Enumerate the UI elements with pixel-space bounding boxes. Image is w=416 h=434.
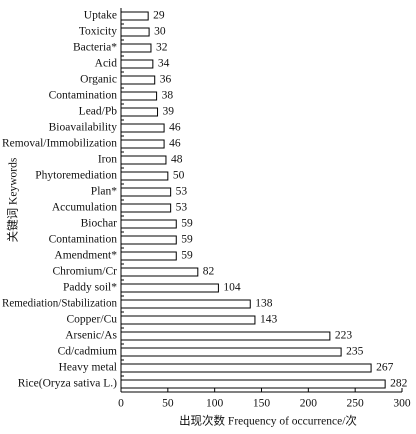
y-tick-label: Bioavailability bbox=[49, 122, 118, 134]
x-tick-label: 200 bbox=[300, 398, 318, 410]
value-label: 32 bbox=[156, 42, 168, 54]
y-tick-label: Organic bbox=[80, 74, 117, 86]
x-tick-label: 250 bbox=[347, 398, 365, 410]
bar bbox=[120, 331, 331, 341]
value-label: 235 bbox=[346, 346, 364, 358]
x-axis-title: 出现次数 Frequency of occurrence/次 bbox=[179, 414, 357, 428]
value-label: 53 bbox=[176, 202, 188, 214]
y-tick-label: Plan* bbox=[91, 186, 117, 198]
y-tick-label: Contamination bbox=[49, 234, 118, 246]
value-label: 30 bbox=[154, 26, 166, 38]
bar bbox=[120, 379, 386, 389]
value-label: 267 bbox=[376, 362, 394, 374]
bar bbox=[120, 347, 342, 357]
y-tick-label: Cd/cadmium bbox=[58, 346, 117, 358]
y-tick-label: Biochar bbox=[81, 218, 118, 230]
y-tick-label: Paddy soil* bbox=[63, 282, 117, 294]
value-label: 46 bbox=[169, 138, 181, 150]
y-tick-label: Chromium/Cr bbox=[52, 266, 117, 278]
value-label: 29 bbox=[153, 10, 165, 22]
bar bbox=[120, 171, 169, 181]
bar bbox=[120, 283, 219, 293]
y-tick-label: Heavy metal bbox=[59, 362, 117, 374]
bar bbox=[120, 315, 256, 325]
value-label: 50 bbox=[173, 170, 185, 182]
y-tick-label: Phytoremediation bbox=[35, 170, 117, 182]
x-tick-label: 50 bbox=[162, 398, 174, 410]
x-tick-label: 150 bbox=[253, 398, 271, 410]
y-tick-label: Lead/Pb bbox=[79, 106, 118, 118]
value-label: 82 bbox=[203, 266, 215, 278]
value-label: 138 bbox=[255, 298, 273, 310]
y-tick-label: Contamination bbox=[49, 90, 118, 102]
value-label: 46 bbox=[169, 122, 181, 134]
y-tick-label: Acid bbox=[95, 58, 118, 70]
bar bbox=[120, 91, 158, 101]
bar bbox=[120, 11, 149, 21]
y-tick-label: Amendment* bbox=[54, 250, 117, 262]
bar bbox=[120, 107, 159, 117]
bar bbox=[120, 203, 172, 213]
y-tick-label: Removal/Immobilization bbox=[2, 138, 117, 150]
value-label: 53 bbox=[176, 186, 188, 198]
bar bbox=[120, 363, 372, 373]
value-label: 39 bbox=[163, 106, 175, 118]
value-label: 59 bbox=[181, 234, 193, 246]
y-tick-label: Remediation/Stabilization bbox=[2, 298, 117, 310]
value-label: 143 bbox=[260, 314, 278, 326]
bar bbox=[120, 75, 156, 85]
value-label: 104 bbox=[223, 282, 241, 294]
y-tick-label: Accumulation bbox=[52, 202, 117, 214]
y-tick-label: Copper/Cu bbox=[67, 314, 118, 326]
bar bbox=[120, 123, 165, 133]
value-label: 48 bbox=[171, 154, 183, 166]
value-label: 59 bbox=[181, 218, 193, 230]
value-label: 223 bbox=[335, 330, 353, 342]
bar bbox=[120, 251, 177, 261]
bar bbox=[120, 267, 199, 277]
x-tick-label: 300 bbox=[393, 398, 411, 410]
y-tick-label: Iron bbox=[98, 154, 117, 166]
bar bbox=[120, 187, 172, 197]
value-label: 38 bbox=[162, 90, 174, 102]
bar bbox=[120, 235, 177, 245]
x-tick-label: 0 bbox=[118, 398, 124, 410]
bar bbox=[120, 43, 152, 53]
value-label: 282 bbox=[390, 378, 408, 390]
bar bbox=[120, 155, 167, 165]
bar bbox=[120, 27, 150, 37]
x-tick-label: 100 bbox=[206, 398, 224, 410]
y-tick-label: Uptake bbox=[84, 10, 117, 22]
value-label: 34 bbox=[158, 58, 170, 70]
bar bbox=[120, 139, 165, 149]
y-tick-label: Bacteria* bbox=[73, 42, 117, 54]
y-tick-label: Arsenic/As bbox=[65, 330, 117, 342]
value-label: 59 bbox=[181, 250, 193, 262]
y-axis-title: 关键词 Keywords bbox=[6, 157, 20, 242]
y-tick-label: Toxicity bbox=[79, 26, 117, 38]
y-tick-label: Rice(Oryza sativa L.) bbox=[18, 378, 117, 390]
bar bbox=[120, 59, 154, 69]
bar bbox=[120, 219, 177, 229]
value-label: 36 bbox=[160, 74, 172, 86]
bar bbox=[120, 299, 251, 309]
